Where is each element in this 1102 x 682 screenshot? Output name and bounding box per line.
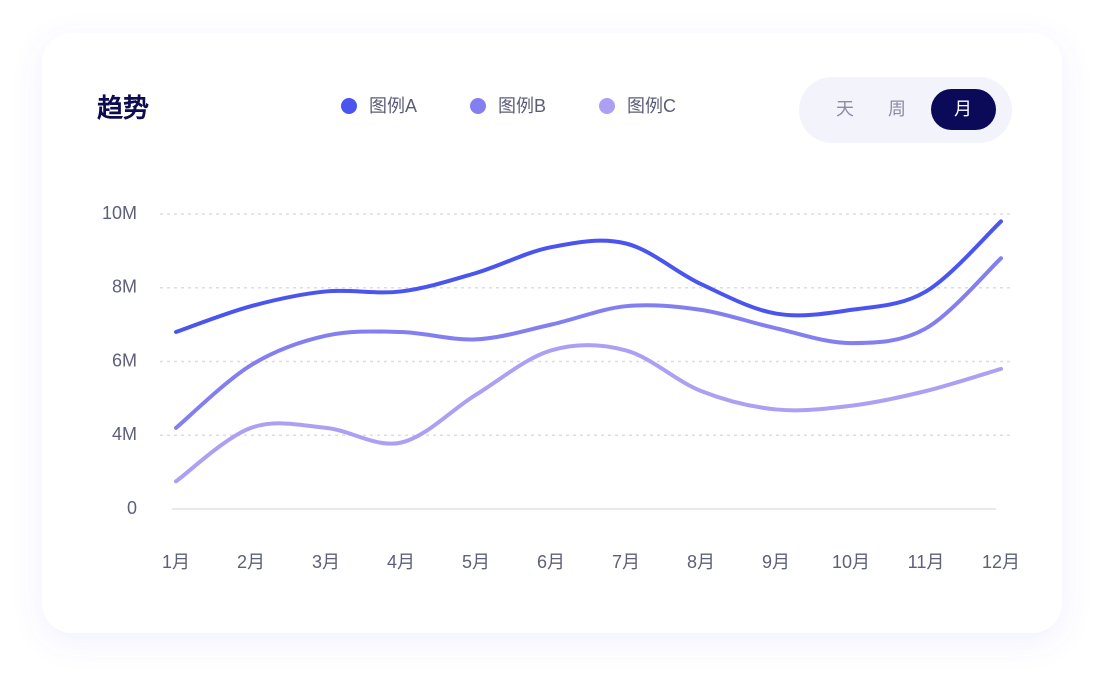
x-tick-label: 1月 [162,552,190,572]
card [42,33,1062,633]
legend-label[interactable]: 图例A [369,96,417,116]
legend-label[interactable]: 图例B [498,96,546,116]
x-tick-label: 6月 [537,552,565,572]
y-tick-label: 0 [127,498,137,518]
period-option[interactable]: 周 [888,99,906,119]
x-tick-label: 7月 [612,552,640,572]
period-active-bg [931,89,996,130]
y-tick-label: 10M [102,203,137,223]
x-tick-label: 9月 [762,552,790,572]
legend-marker[interactable] [599,98,615,114]
x-tick-label: 2月 [237,552,265,572]
y-tick-label: 6M [112,350,137,370]
legend-label[interactable]: 图例C [627,96,676,116]
x-tick-label: 4月 [387,552,415,572]
series-line [174,343,1003,484]
x-tick-label: 10月 [832,552,870,572]
legend-marker[interactable] [470,98,486,114]
legend-marker[interactable] [341,98,357,114]
x-tick-label: 11月 [908,552,945,572]
period-option[interactable]: 月 [954,99,972,119]
y-tick-label: 4M [112,424,137,444]
chart-title: 趋势 [97,93,149,123]
series-line [174,219,1003,334]
x-tick-label: 8月 [687,552,715,572]
x-tick-label: 12月 [982,552,1020,572]
y-tick-label: 8M [112,277,137,297]
x-tick-label: 3月 [312,552,340,572]
series-line [174,256,1003,430]
period-option[interactable]: 天 [836,99,854,119]
x-tick-label: 5月 [462,552,490,572]
